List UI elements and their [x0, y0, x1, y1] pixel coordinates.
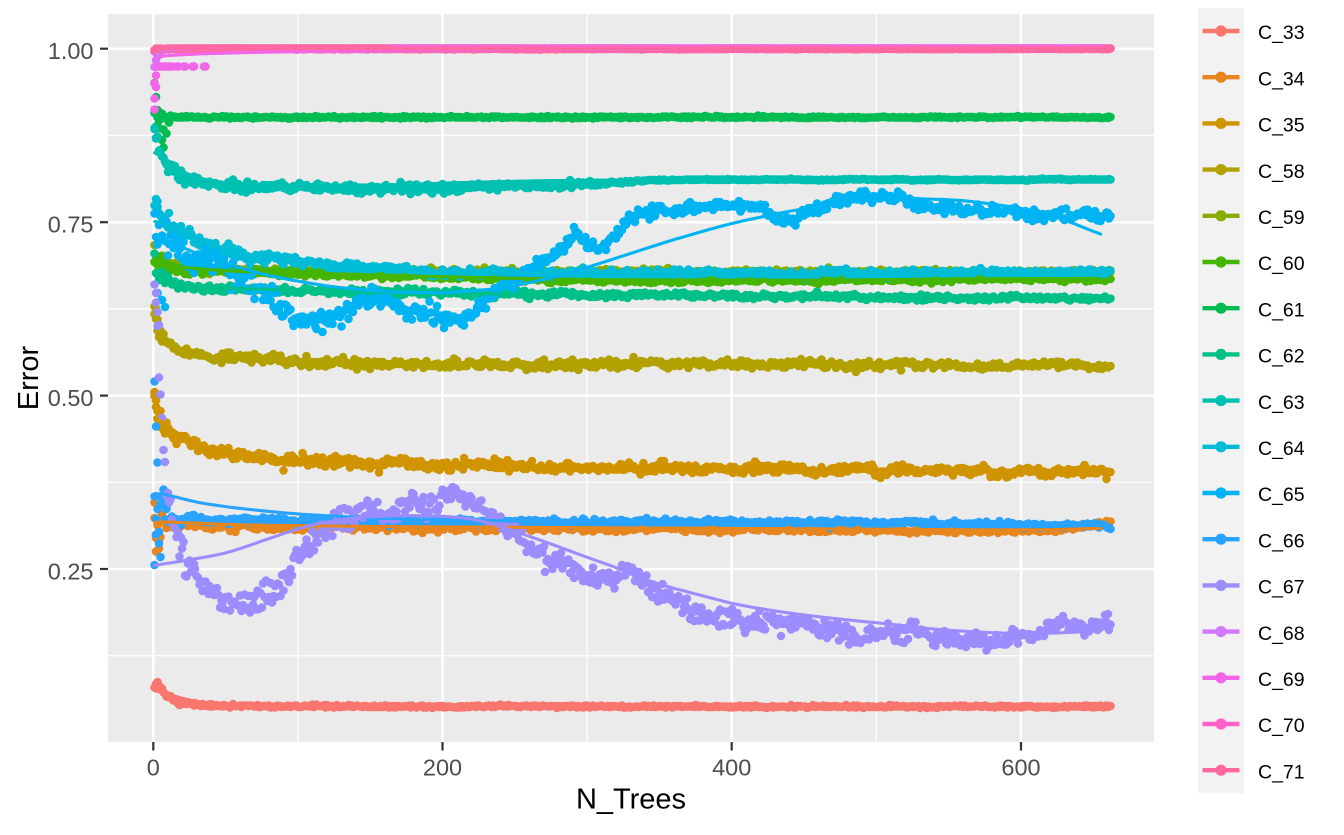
svg-text:600: 600: [1001, 755, 1040, 781]
svg-text:200: 200: [423, 755, 462, 781]
svg-text:C_59: C_59: [1258, 207, 1305, 229]
svg-text:C_70: C_70: [1258, 715, 1305, 737]
svg-text:0.25: 0.25: [48, 558, 94, 584]
svg-text:C_68: C_68: [1258, 623, 1305, 645]
svg-text:C_58: C_58: [1258, 161, 1305, 183]
svg-text:N_Trees: N_Trees: [576, 784, 686, 816]
svg-text:C_67: C_67: [1258, 577, 1305, 599]
svg-text:C_61: C_61: [1258, 299, 1305, 321]
svg-text:C_69: C_69: [1258, 669, 1305, 691]
svg-text:400: 400: [712, 755, 751, 781]
svg-text:C_64: C_64: [1258, 438, 1305, 460]
svg-text:C_35: C_35: [1258, 115, 1305, 137]
svg-text:C_71: C_71: [1258, 761, 1305, 783]
svg-text:0.75: 0.75: [48, 212, 94, 238]
svg-text:1.00: 1.00: [48, 38, 94, 64]
svg-text:C_65: C_65: [1258, 484, 1305, 506]
svg-text:C_33: C_33: [1258, 22, 1305, 44]
svg-text:0.50: 0.50: [48, 385, 94, 411]
svg-text:C_62: C_62: [1258, 346, 1305, 368]
svg-text:C_34: C_34: [1258, 68, 1305, 90]
svg-text:C_66: C_66: [1258, 530, 1305, 552]
svg-text:C_60: C_60: [1258, 253, 1305, 275]
svg-text:C_63: C_63: [1258, 392, 1305, 414]
svg-text:0: 0: [147, 755, 160, 781]
svg-text:Error: Error: [13, 345, 45, 410]
